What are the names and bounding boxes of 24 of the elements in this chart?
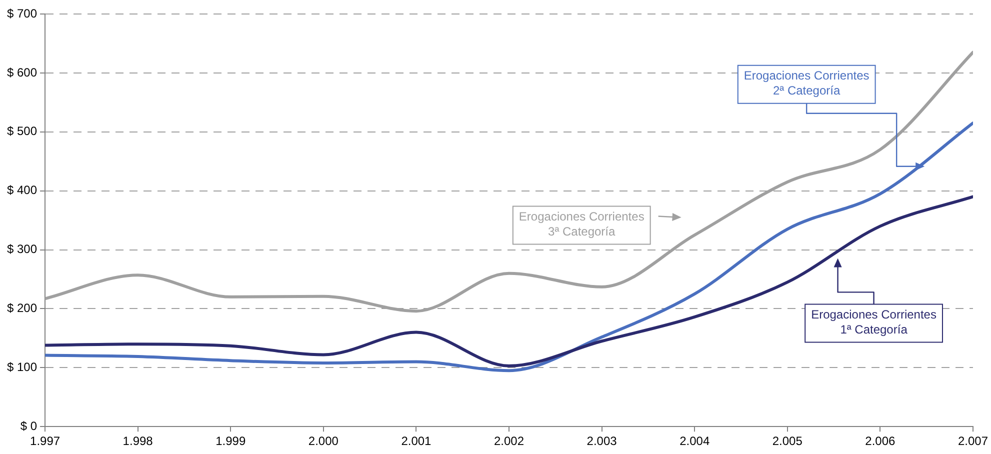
- x-tick-label: 2.005: [772, 434, 803, 448]
- y-tick-label: $ 400: [7, 183, 38, 198]
- y-tick-label: $ 100: [7, 360, 38, 374]
- x-tick-label: 2.000: [308, 434, 339, 448]
- x-tick-label: 1.997: [30, 434, 60, 448]
- text: Erogaciones Corrientes 2ª Categoría: [744, 68, 870, 98]
- x-tick-label: 1.998: [122, 434, 154, 448]
- y-tick-label: $ 200: [7, 301, 38, 316]
- text: Erogaciones Corrientes 1ª Categoría: [811, 308, 936, 337]
- y-tick-label: $ 300: [7, 242, 38, 256]
- legend-label: Erogaciones Corrientes 3ª Categoría: [518, 210, 644, 239]
- x-tick-label: 2.002: [494, 434, 524, 448]
- x-tick-label: 2.006: [865, 434, 896, 448]
- line-series: [45, 122, 973, 372]
- y-tick-label: $ 700: [7, 6, 38, 20]
- y-tick-label: $ 600: [7, 65, 38, 80]
- x-tick-label: 2.004: [680, 434, 710, 448]
- line-series: [45, 195, 973, 368]
- x-tick-label: 2.003: [586, 434, 618, 448]
- y-tick-label: $ 500: [7, 124, 38, 138]
- y-tick-label: $ 0: [20, 418, 38, 433]
- x-tick-label: 2.001: [401, 434, 432, 448]
- x-tick-label: 1.999: [216, 434, 246, 448]
- x-tick-label: 2.007: [958, 434, 988, 448]
